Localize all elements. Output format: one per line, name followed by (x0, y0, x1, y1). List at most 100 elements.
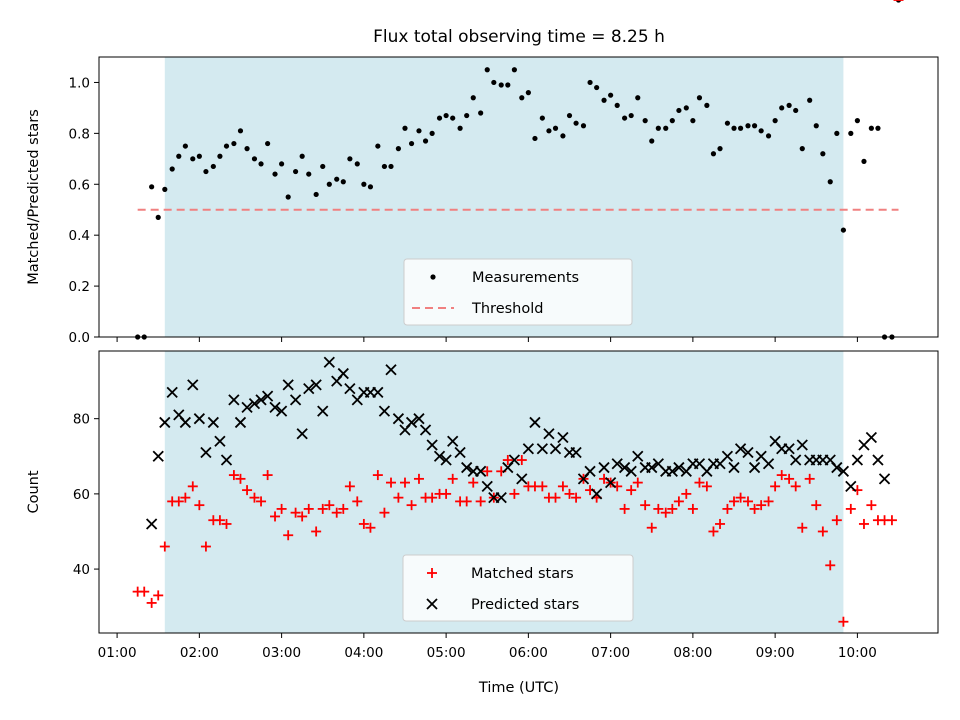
data-point (279, 161, 285, 167)
data-point (731, 125, 737, 131)
data-point (735, 492, 746, 503)
data-point (187, 379, 199, 391)
data-point (323, 356, 335, 368)
data-point (722, 503, 733, 514)
data-point (557, 481, 568, 492)
data-point (858, 518, 869, 529)
data-point (402, 125, 408, 131)
data-point (429, 130, 435, 136)
data-point (536, 443, 548, 455)
data-point (502, 455, 513, 466)
legend-box (402, 554, 634, 622)
data-point (372, 386, 384, 398)
data-point (484, 67, 490, 73)
data-point (642, 118, 648, 124)
data-point (379, 507, 390, 518)
data-point (522, 443, 535, 455)
data-point (552, 125, 559, 131)
data-point (303, 503, 314, 514)
data-point (187, 481, 198, 492)
data-point (385, 364, 397, 376)
data-point (838, 616, 849, 627)
data-point (378, 405, 391, 417)
data-point (861, 158, 867, 164)
data-point (783, 443, 795, 455)
data-point (220, 454, 233, 466)
data-point (742, 446, 754, 459)
data-point (276, 503, 287, 514)
data-point (270, 511, 281, 522)
data-point (779, 105, 785, 111)
data-point (573, 120, 579, 126)
data-point (317, 405, 329, 417)
x-tick-label: 09:00 (756, 645, 795, 661)
data-point (440, 454, 452, 466)
data-point (854, 118, 860, 124)
data-point (701, 481, 712, 492)
data-point (375, 143, 381, 149)
data-point (543, 428, 555, 440)
data-point (604, 476, 617, 489)
data-point (433, 450, 446, 462)
data-point (516, 473, 528, 485)
x-tick-label: 03:00 (262, 645, 301, 661)
data-point (256, 496, 267, 507)
data-point (303, 382, 315, 395)
data-point (831, 461, 843, 474)
data-point (804, 473, 815, 484)
data-point (584, 465, 596, 477)
data-point (262, 470, 273, 481)
data-point (242, 485, 253, 496)
data-point (845, 503, 856, 514)
data-point (155, 214, 161, 220)
data-point (443, 112, 449, 119)
data-point (275, 405, 288, 417)
data-point (272, 171, 278, 177)
matched-ratio-panel: 0.0 0.2 0.4 0.6 0.8 1.0 Matched/Predicted star… (26, 0, 939, 346)
data-point (450, 115, 456, 121)
series-measurements (135, 0, 902, 340)
data-point (491, 79, 497, 86)
data-point (560, 133, 566, 139)
data-point (696, 95, 703, 101)
data-point (872, 454, 884, 466)
data-point (320, 163, 326, 170)
data-point (875, 125, 881, 131)
legend-box (403, 258, 633, 326)
data-point (344, 481, 355, 492)
data-point (258, 161, 264, 167)
data-point (845, 480, 857, 492)
data-point (326, 181, 332, 187)
data-point (851, 454, 864, 466)
data-point (447, 435, 459, 447)
data-point (228, 394, 240, 406)
data-point (667, 503, 678, 514)
x-tick-label: 02:00 (180, 645, 219, 661)
data-point (405, 416, 418, 429)
star-count-panel: 40 60 80 01:00 02:00 03:00 04:00 05:00 06:00 07:0… (26, 0, 939, 661)
legend-label: Threshold (471, 301, 543, 317)
data-point (237, 128, 244, 134)
data-point (478, 110, 484, 116)
data-point (763, 496, 774, 507)
data-point (516, 455, 527, 466)
legend-marker (427, 568, 437, 578)
data-point (566, 112, 573, 119)
data-point (848, 130, 854, 136)
data-point (608, 92, 614, 98)
data-point (708, 526, 719, 537)
data-point (214, 515, 225, 526)
data-point (299, 153, 305, 159)
data-point (162, 186, 168, 192)
data-point (234, 416, 247, 429)
data-point (537, 481, 548, 492)
data-point (426, 439, 438, 451)
data-point (508, 454, 521, 466)
data-point (249, 492, 260, 503)
data-point (214, 435, 226, 447)
data-point (618, 461, 631, 474)
data-point (625, 465, 637, 477)
data-point (799, 146, 805, 152)
data-point (598, 461, 610, 474)
data-point (436, 115, 443, 121)
